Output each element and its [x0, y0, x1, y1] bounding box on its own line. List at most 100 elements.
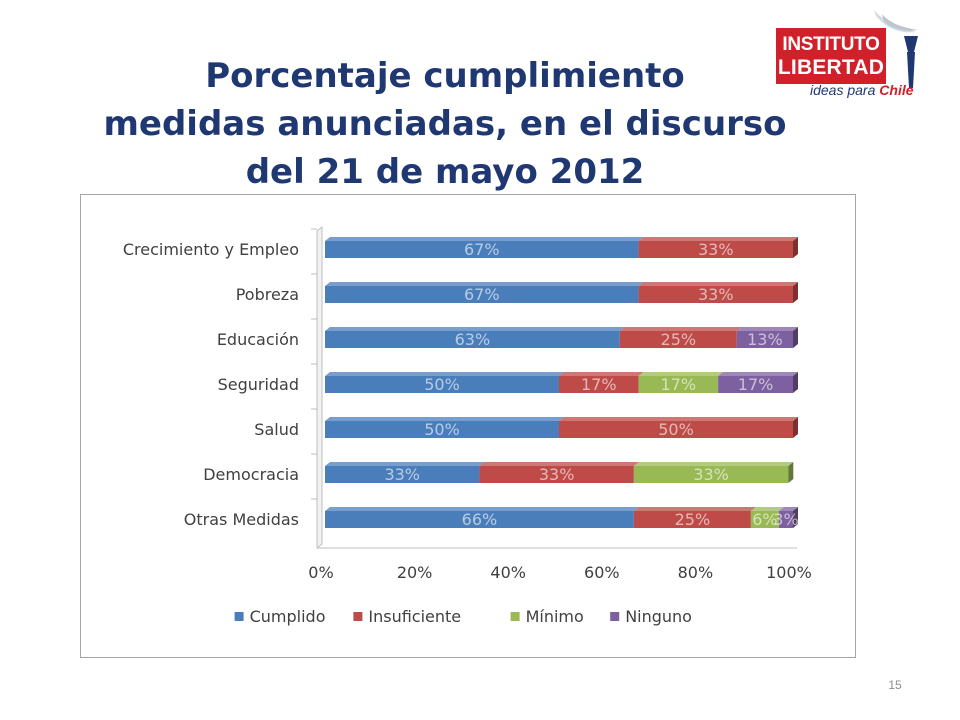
logo-box: INSTITUTO LIBERTAD [776, 28, 886, 84]
bar-end-crecimiento-y-empleo [793, 237, 798, 258]
title-line-2: medidas anunciadas, en el discurso [103, 104, 787, 144]
bar-top-cumplido [325, 237, 644, 241]
x-tick-label: 0% [308, 563, 333, 582]
bar-crecimiento-y-empleo-insuficiente [638, 241, 793, 258]
legend-label-ninguno: Ninguno [625, 607, 692, 626]
bar-educacion-insuficiente [619, 331, 737, 348]
x-tick-label: 40% [490, 563, 526, 582]
logo-tagline: ideas para Chile [810, 82, 914, 98]
bar-top-ninguno [718, 372, 798, 376]
data-label-educacion-insuficiente: 25% [661, 330, 697, 349]
bar-otras-medidas-minimo [750, 511, 779, 528]
bar-top-insuficiente [559, 372, 644, 376]
bar-end-educacion [793, 327, 798, 348]
bar-top-ninguno [736, 327, 798, 331]
bar-otras-medidas-insuficiente [633, 511, 751, 528]
bar-educacion-ninguno [736, 331, 793, 348]
bar-top-cumplido [325, 327, 625, 331]
legend-swatch-minimo [510, 612, 520, 621]
bar-top-insuficiente [633, 507, 756, 511]
bar-top-insuficiente [619, 327, 742, 331]
x-tick-label: 20% [397, 563, 433, 582]
bar-educacion-cumplido [325, 331, 620, 348]
bar-top-insuficiente [638, 282, 798, 286]
data-label-otras-medidas-minimo: 6% [752, 510, 777, 529]
bar-end-salud [793, 417, 798, 438]
bar-top-insuficiente [559, 417, 798, 421]
logo-line-1: INSTITUTO [782, 34, 880, 55]
data-label-educacion-cumplido: 63% [455, 330, 491, 349]
bar-seguridad-minimo [638, 376, 719, 393]
data-label-otras-medidas-ninguno: 3% [773, 510, 798, 529]
data-label-crecimiento-y-empleo-insuficiente: 33% [698, 240, 734, 259]
logo-line-2: LIBERTAD [777, 56, 885, 79]
bar-end-seguridad [793, 372, 798, 393]
bar-top-cumplido [325, 462, 485, 466]
data-label-seguridad-insuficiente: 17% [581, 375, 617, 394]
bar-pobreza-cumplido [325, 286, 639, 303]
bar-top-minimo [633, 462, 794, 466]
title-line-3: del 21 de mayo 2012 [245, 152, 645, 192]
axis-wall [316, 225, 323, 550]
bar-democracia-minimo [633, 466, 789, 483]
x-tick-label: 80% [678, 563, 714, 582]
page-number: 15 [888, 678, 902, 692]
data-label-crecimiento-y-empleo-cumplido: 67% [464, 240, 500, 259]
x-tick-label: 100% [766, 563, 812, 582]
bar-seguridad-insuficiente [559, 376, 639, 393]
data-label-seguridad-minimo: 17% [661, 375, 697, 394]
category-label-otras-medidas: Otras Medidas [184, 510, 299, 529]
bar-otras-medidas-cumplido [325, 511, 634, 528]
bar-democracia-insuficiente [479, 466, 634, 483]
bar-top-cumplido [325, 372, 564, 376]
data-label-democracia-minimo: 33% [693, 465, 729, 484]
data-label-pobreza-cumplido: 67% [464, 285, 500, 304]
bar-crecimiento-y-empleo-cumplido [325, 241, 639, 258]
bar-democracia-cumplido [325, 466, 480, 483]
bar-otras-medidas-ninguno [778, 511, 793, 528]
stacked-bar-chart: 67% 33% Crecimiento y Empleo 67% 33% Pobreza 6… [123, 225, 812, 626]
legend-swatch-ninguno [610, 612, 620, 621]
title-line-1: Porcentaje cumplimiento [205, 56, 685, 96]
bar-end-democracia [788, 462, 794, 483]
data-label-salud-cumplido: 50% [424, 420, 460, 439]
data-label-otras-medidas-cumplido: 66% [462, 510, 498, 529]
bar-salud-cumplido [325, 421, 559, 438]
instituto-libertad-logo: INSTITUTO LIBERTAD ideas para Chile [776, 8, 932, 100]
data-label-democracia-insuficiente: 33% [539, 465, 575, 484]
legend-label-minimo: Mínimo [526, 607, 584, 626]
torch-icon [874, 10, 918, 88]
bar-top-minimo [638, 372, 724, 376]
bar-pobreza-insuficiente [638, 286, 793, 303]
category-label-educacion: Educación [217, 330, 299, 349]
bar-top-cumplido [325, 282, 644, 286]
bar-seguridad-ninguno [718, 376, 793, 393]
category-label-pobreza: Pobreza [236, 285, 299, 304]
category-label-democracia: Democracia [203, 465, 299, 484]
bar-top-minimo [750, 507, 784, 511]
data-label-salud-insuficiente: 50% [658, 420, 694, 439]
logo-tagline-accent: Chile [879, 82, 914, 98]
bar-top-cumplido [325, 417, 564, 421]
legend-swatch-cumplido [234, 612, 244, 621]
bar-end-otras-medidas [793, 507, 798, 528]
bar-top-cumplido [325, 507, 639, 511]
data-label-otras-medidas-insuficiente: 25% [675, 510, 711, 529]
bar-top-ninguno [778, 507, 798, 511]
logo-tagline-prefix: ideas para [810, 82, 880, 98]
data-label-educacion-ninguno: 13% [747, 330, 783, 349]
chart-frame: 67% 33% Crecimiento y Empleo 67% 33% Pobreza 6… [80, 194, 856, 658]
category-label-crecimiento-y-empleo: Crecimiento y Empleo [123, 240, 299, 259]
slide-title: Porcentaje cumplimiento medidas anunciad… [40, 52, 850, 196]
legend-swatch-insuficiente [353, 612, 363, 621]
bar-top-insuficiente [638, 237, 798, 241]
bar-top-insuficiente [479, 462, 639, 466]
bar-seguridad-cumplido [325, 376, 559, 393]
bar-end-pobreza [793, 282, 798, 303]
legend-label-cumplido: Cumplido [250, 607, 326, 626]
category-label-salud: Salud [254, 420, 299, 439]
x-tick-label: 60% [584, 563, 620, 582]
data-label-pobreza-insuficiente: 33% [698, 285, 734, 304]
data-label-seguridad-ninguno: 17% [738, 375, 774, 394]
legend-label-insuficiente: Insuficiente [368, 607, 461, 626]
